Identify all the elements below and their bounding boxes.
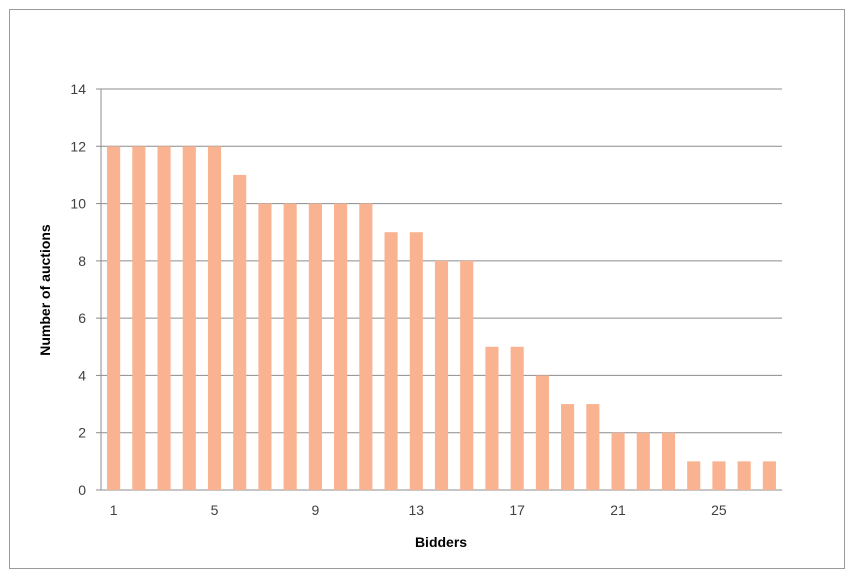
y-tick-label: 10 <box>70 196 86 212</box>
bar <box>737 461 751 490</box>
bar <box>207 146 222 491</box>
x-tick-label: 9 <box>311 502 319 518</box>
bar <box>233 174 247 490</box>
y-tick-label: 8 <box>78 253 86 269</box>
bar <box>611 432 625 490</box>
chart-frame <box>9 9 845 569</box>
bar <box>409 232 423 490</box>
y-tick-label: 14 <box>70 81 86 97</box>
x-tick-label: 13 <box>408 502 424 518</box>
bar <box>561 404 575 490</box>
bar <box>485 346 499 490</box>
bar <box>283 203 297 491</box>
bars <box>107 146 776 491</box>
bar <box>661 432 676 490</box>
x-tick-label: 5 <box>211 502 219 518</box>
y-tick-label: 2 <box>78 425 86 441</box>
x-axis-title: Bidders <box>415 534 467 550</box>
y-axis-title: Number of auctions <box>37 224 53 356</box>
x-tick-label: 21 <box>610 502 626 518</box>
bar <box>384 232 398 490</box>
y-tick-label: 12 <box>70 138 86 154</box>
bar <box>460 260 474 490</box>
bar <box>308 203 322 491</box>
bar <box>434 260 449 490</box>
y-axis-ticks: 0 2 4 6 8 10 12 14 <box>70 81 86 498</box>
bar <box>535 375 549 490</box>
bar <box>687 461 701 490</box>
x-tick-label: 1 <box>110 502 118 518</box>
bar <box>712 461 726 490</box>
bar <box>334 203 348 491</box>
bar <box>586 404 600 490</box>
bar <box>510 346 524 490</box>
bar <box>762 461 776 490</box>
bar <box>182 146 196 491</box>
x-axis-ticks: 1 5 9 13 17 21 25 <box>110 502 727 518</box>
bar <box>157 146 171 491</box>
y-tick-label: 6 <box>78 310 86 326</box>
bar <box>359 203 373 491</box>
x-tick-label: 25 <box>711 502 727 518</box>
bar <box>636 432 650 490</box>
y-tick-label: 0 <box>78 482 86 498</box>
bar <box>132 146 146 491</box>
bar <box>258 203 272 491</box>
bar <box>107 146 121 491</box>
x-tick-label: 17 <box>509 502 525 518</box>
y-tick-label: 4 <box>78 367 86 383</box>
